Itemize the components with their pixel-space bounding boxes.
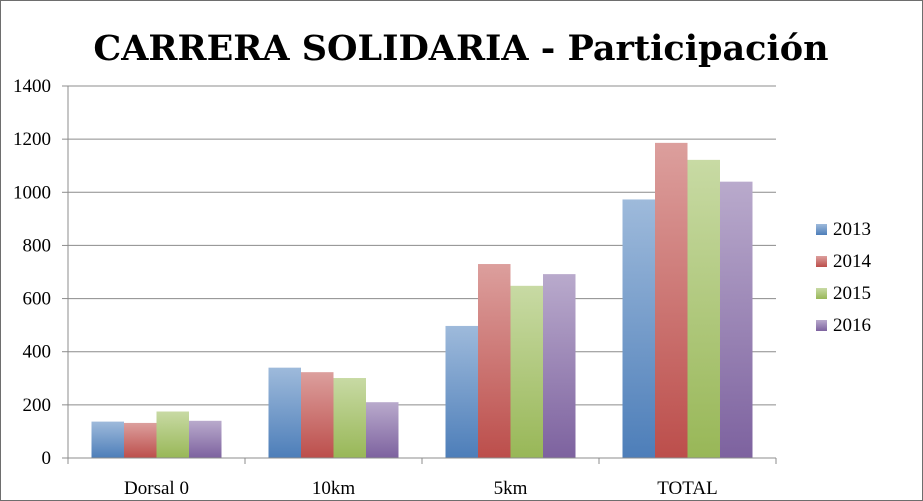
y-tick-label: 400: [23, 342, 52, 363]
y-tick-label: 200: [23, 395, 52, 416]
gridlines: [68, 85, 776, 459]
bar-2016-total: [720, 181, 753, 458]
legend-label: 2014: [833, 251, 872, 272]
bar-2014-total: [655, 142, 688, 458]
bar-2013-10km: [268, 367, 301, 458]
legend-swatch: [816, 256, 827, 267]
bar-2016-dorsal-0: [189, 420, 222, 458]
y-tick-label: 600: [23, 289, 52, 310]
bar-2015-dorsal-0: [156, 411, 189, 458]
bar-2015-5km: [510, 285, 543, 458]
legend-label: 2015: [833, 283, 871, 304]
legend-label: 2016: [833, 315, 871, 336]
bar-2014-5km: [478, 264, 511, 458]
bar-2016-10km: [366, 402, 399, 458]
bar-2013-total: [622, 199, 655, 458]
bar-2013-dorsal-0: [91, 421, 124, 458]
bar-2014-dorsal-0: [124, 422, 157, 458]
y-tick-label: 1400: [13, 76, 51, 97]
bar-2013-5km: [445, 325, 478, 458]
bar-2016-5km: [543, 274, 576, 458]
y-tick-label: 0: [42, 448, 52, 469]
x-category-label: Dorsal 0: [124, 478, 189, 499]
bar-2015-10km: [333, 378, 366, 458]
legend-label: 2013: [833, 219, 871, 240]
legend-swatch: [816, 288, 827, 299]
x-axis-categories: Dorsal 0 10km 5km TOTAL: [67, 458, 777, 499]
y-axis-ticks: 0 200 400 600 800 1000 1200 1400: [13, 76, 68, 469]
legend-swatch: [816, 320, 827, 331]
y-tick-label: 800: [23, 235, 52, 256]
x-category-label: 10km: [312, 478, 356, 499]
legend: 2013 2014 2015 2016: [816, 219, 872, 336]
y-tick-label: 1200: [13, 129, 51, 150]
chart-title: CARRERA SOLIDARIA - Participación: [93, 28, 828, 69]
y-tick-label: 1000: [13, 182, 51, 203]
bar-2015-total: [687, 159, 720, 458]
legend-swatch: [816, 224, 827, 235]
bars: [91, 142, 753, 458]
x-category-label: 5km: [494, 478, 528, 499]
bar-2014-10km: [301, 372, 334, 458]
x-category-label: TOTAL: [657, 478, 717, 499]
